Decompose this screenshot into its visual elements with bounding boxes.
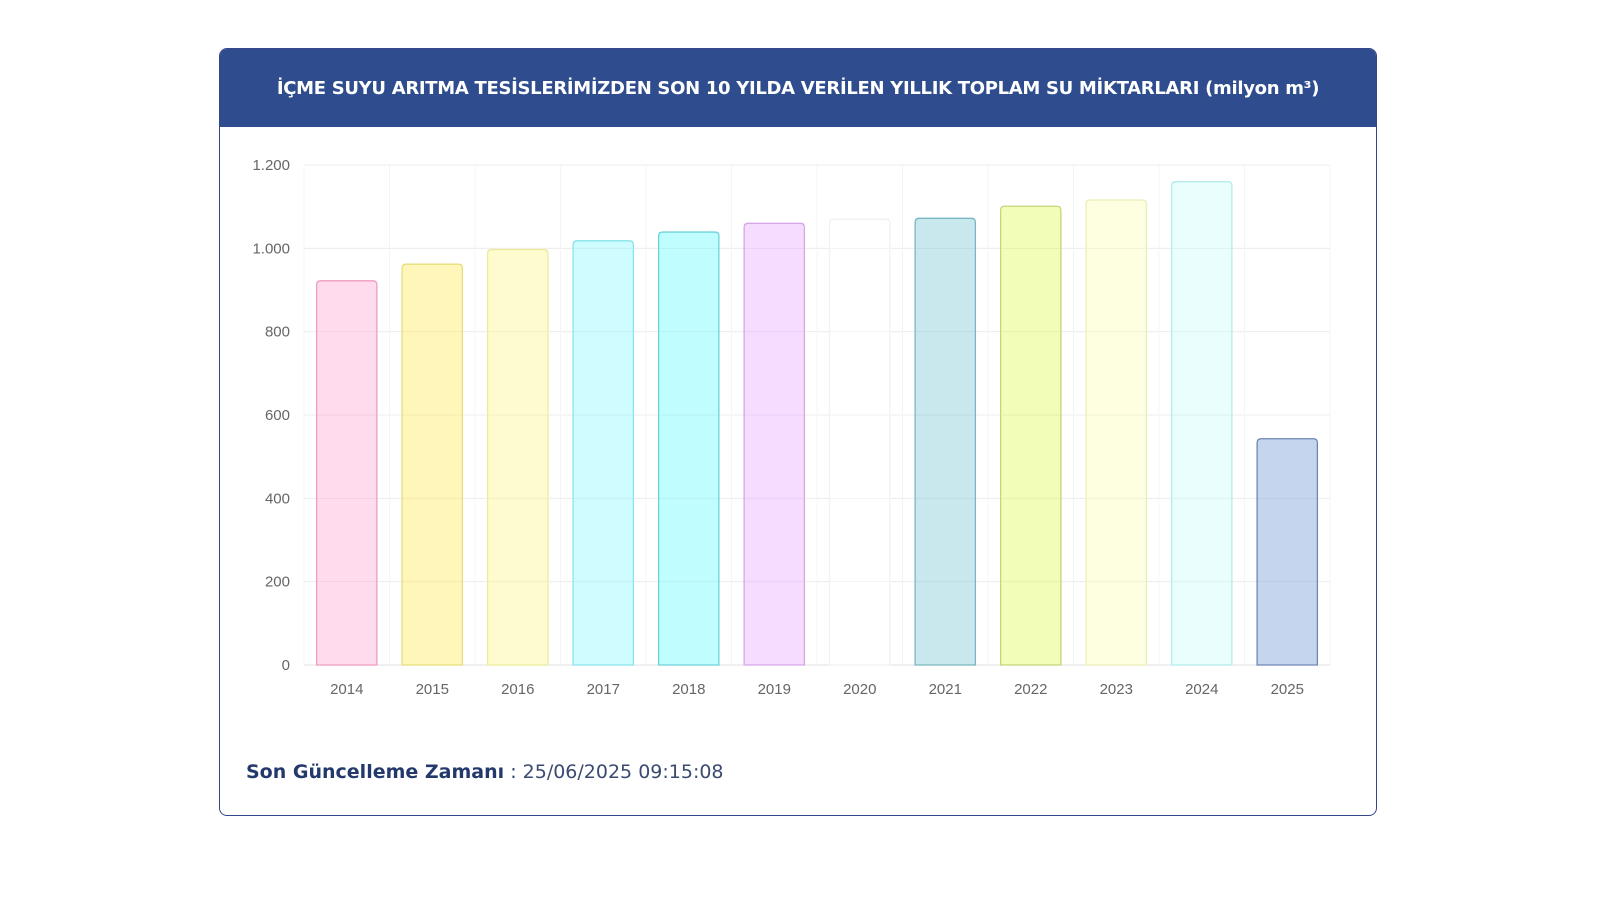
y-tick-label: 0 <box>282 657 290 674</box>
last-update: Son Güncelleme Zamanı : 25/06/2025 09:15… <box>246 761 724 783</box>
y-tick-label: 1.200 <box>252 157 290 174</box>
x-tick-label: 2022 <box>1014 681 1047 698</box>
last-update-separator: : <box>504 761 523 783</box>
x-tick-label: 2016 <box>501 681 534 698</box>
bar-2015[interactable] <box>401 263 464 666</box>
chart-card: İÇME SUYU ARITMA TESİSLERİMİZDEN SON 10 … <box>219 48 1377 816</box>
bar-2023[interactable] <box>1085 199 1148 666</box>
last-update-value: 25/06/2025 09:15:08 <box>522 761 724 783</box>
bar-2024[interactable] <box>1170 181 1233 666</box>
bar-2018[interactable] <box>657 231 720 666</box>
y-tick-label: 400 <box>265 490 290 507</box>
bar-chart: 0 200 400 600 800 1.000 1.200 2014 2015 2016 2017 2… <box>252 157 1331 698</box>
y-tick-label: 600 <box>265 407 290 424</box>
x-tick-label: 2021 <box>929 681 962 698</box>
x-tick-label: 2018 <box>672 681 705 698</box>
x-tick-label: 2017 <box>587 681 620 698</box>
y-tick-label: 200 <box>265 574 290 591</box>
chart-title: İÇME SUYU ARITMA TESİSLERİMİZDEN SON 10 … <box>220 49 1376 127</box>
bar-2022[interactable] <box>999 205 1062 666</box>
x-tick-label: 2019 <box>758 681 791 698</box>
bar-2025[interactable] <box>1256 438 1319 666</box>
y-tick-label: 800 <box>265 324 290 341</box>
bar-2017[interactable] <box>572 240 635 666</box>
y-tick-label: 1.000 <box>252 240 290 257</box>
x-tick-label: 2020 <box>843 681 876 698</box>
bar-2016[interactable] <box>486 248 549 666</box>
x-tick-label: 2023 <box>1100 681 1133 698</box>
x-tick-label: 2014 <box>330 681 363 698</box>
bar-2020[interactable] <box>828 218 891 666</box>
x-tick-label: 2025 <box>1271 681 1304 698</box>
bar-2014[interactable] <box>315 280 378 666</box>
bar-2021[interactable] <box>914 217 977 666</box>
x-tick-label: 2015 <box>416 681 449 698</box>
chart-area: 0 200 400 600 800 1.000 1.200 2014 2015 2016 2017 2… <box>220 127 1376 727</box>
bar-2019[interactable] <box>743 222 806 666</box>
x-tick-label: 2024 <box>1185 681 1218 698</box>
last-update-label: Son Güncelleme Zamanı <box>246 761 505 783</box>
